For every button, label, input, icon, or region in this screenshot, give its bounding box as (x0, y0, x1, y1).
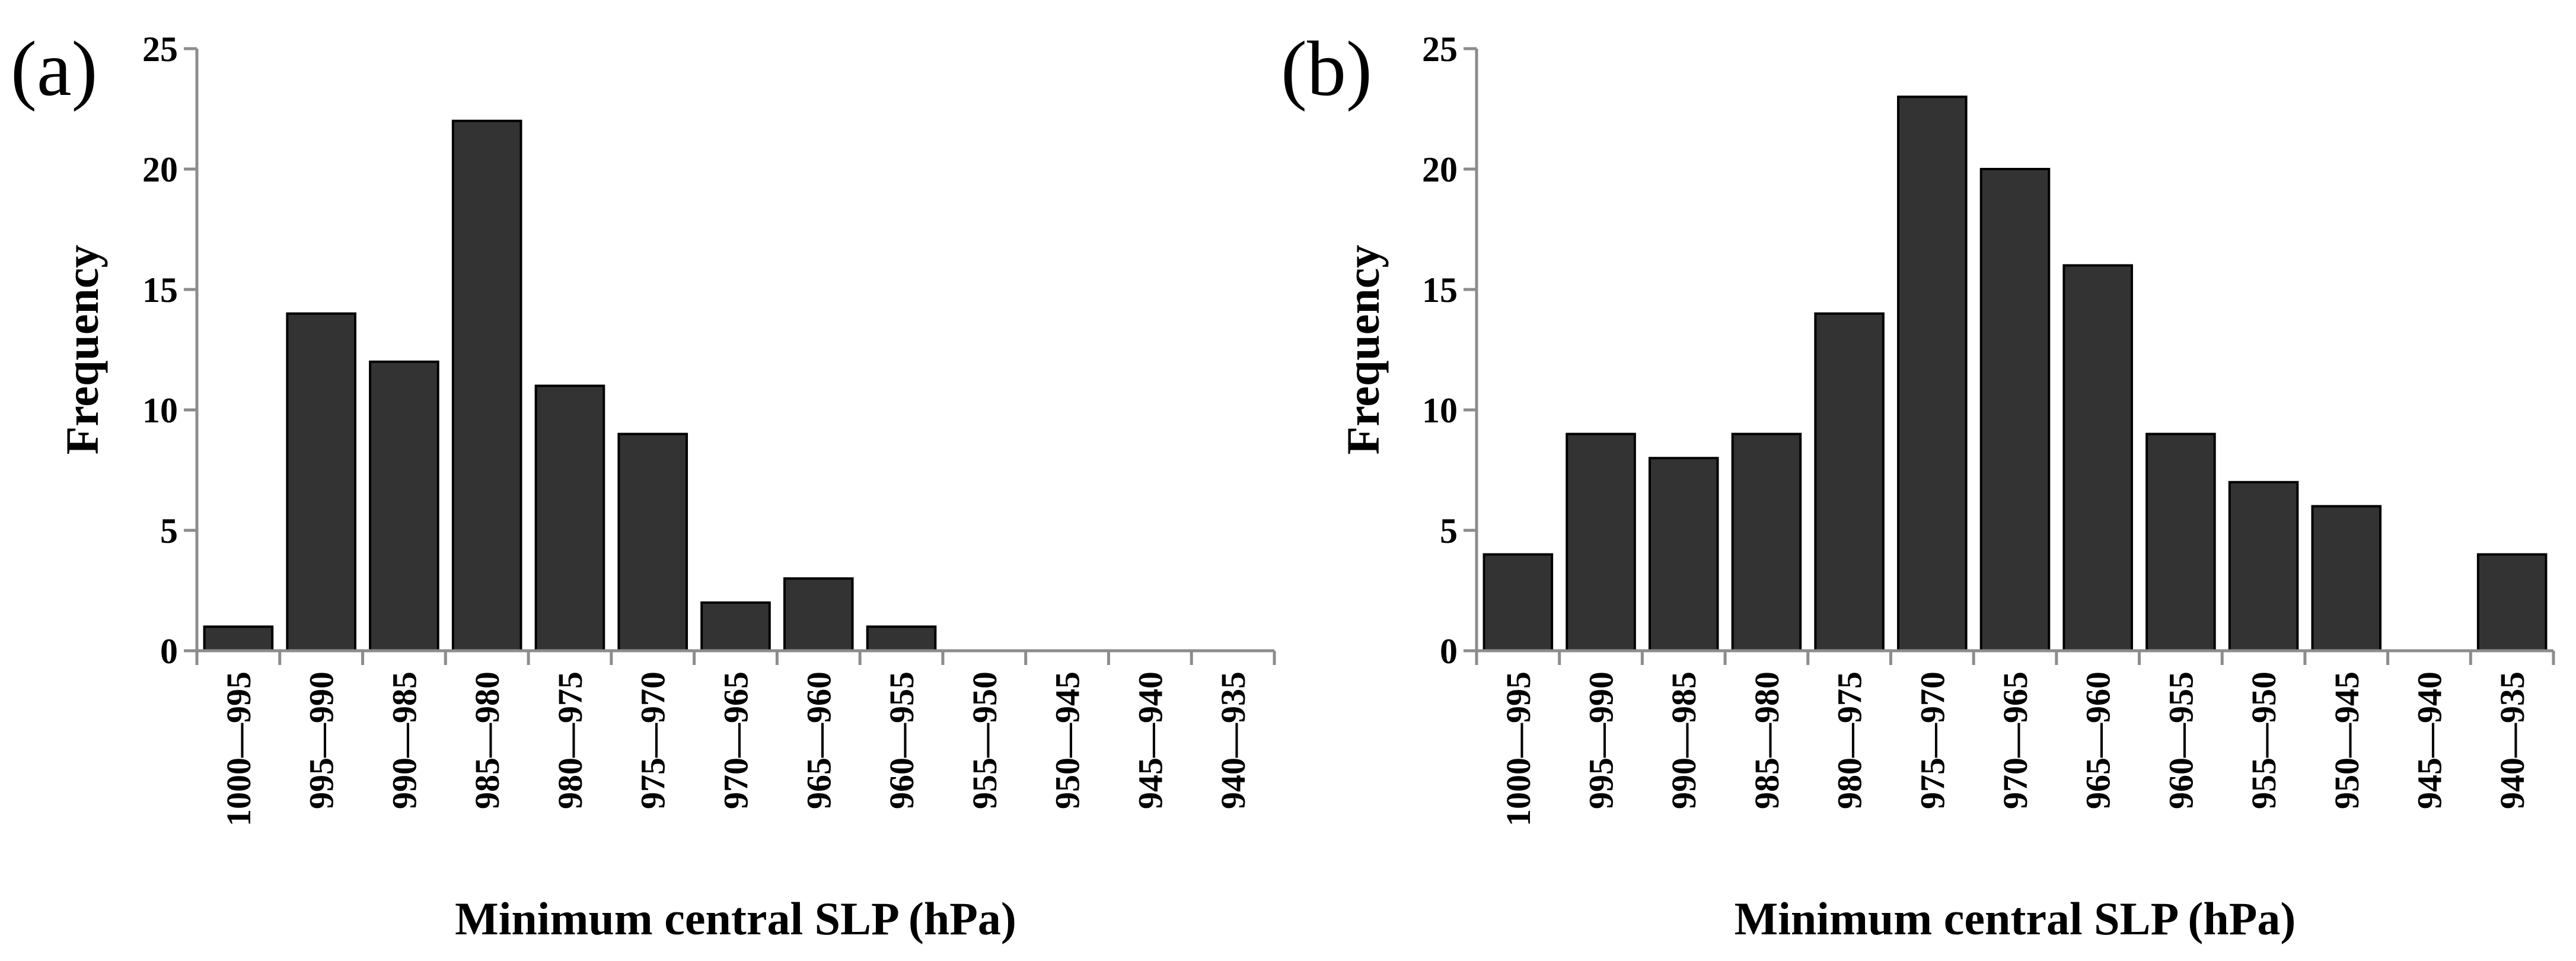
x-tick-label: 970—965 (1996, 672, 2035, 809)
x-tick-label: 980—975 (1831, 672, 1869, 809)
x-tick-label: 985—980 (1748, 672, 1786, 809)
x-tick-label: 995—990 (302, 672, 341, 809)
bar-995—990 (1566, 432, 1636, 652)
panel-a: 0 5 10 15 20 25 1000—995 995—990 990—985 985—980 9… (11, 25, 1276, 944)
bar-955—950 (2228, 480, 2299, 652)
x-tick-label: 985—980 (468, 672, 506, 809)
y-tick-label: 0 (1440, 632, 1458, 671)
bar-965—960 (2062, 264, 2133, 652)
bar-980—975 (1814, 312, 1885, 652)
bar-995—990 (286, 312, 356, 652)
y-tick-label: 0 (160, 632, 178, 671)
bar-970—965 (1979, 168, 2051, 652)
x-tick-label: 960—955 (882, 672, 921, 809)
bar-980—975 (534, 384, 605, 653)
x-tick-label: 950—945 (1048, 672, 1087, 809)
bar-975—970 (1897, 96, 1968, 652)
x-tick-label: 990—985 (385, 672, 423, 809)
x-tick-label: 995—990 (1582, 672, 1621, 809)
y-tick-label: 15 (1422, 271, 1458, 310)
bar-960—955 (2145, 432, 2216, 652)
bar-990—985 (1648, 457, 1719, 652)
panel-b: 0 5 10 15 20 25 1000—995 995—990 990—985 985—980 9… (1281, 25, 2555, 944)
x-tick-label: 975—970 (1913, 672, 1952, 809)
x-tick-label: 960—955 (2161, 672, 2200, 809)
y-axis-title: Frequency (56, 245, 108, 455)
x-tick-label: 940—935 (1214, 672, 1252, 809)
x-tick-label: 980—975 (551, 672, 589, 809)
x-tick-label: 1000—995 (1499, 672, 1538, 826)
x-axis-title: Minimum central SLP (hPa) (1735, 893, 2296, 944)
bar-1000—995 (1483, 553, 1554, 652)
y-tick-label: 25 (1422, 30, 1458, 69)
bar-970—965 (700, 601, 771, 652)
x-tick-label: 965—960 (799, 672, 838, 809)
x-tick-label: 950—945 (2328, 672, 2366, 809)
bar-950—945 (2311, 505, 2382, 653)
bar-940—935 (2476, 553, 2548, 652)
x-tick-label: 970—965 (717, 672, 755, 809)
y-axis-title: Frequency (1337, 245, 1389, 455)
bar-990—985 (369, 360, 439, 652)
bar-975—970 (617, 432, 688, 652)
panel-label: (b) (1281, 25, 1372, 112)
y-tick-label: 5 (1440, 511, 1458, 550)
y-tick-label: 20 (1422, 150, 1458, 189)
bar-960—955 (866, 625, 937, 653)
x-tick-label: 965—960 (2079, 672, 2118, 809)
x-tick-label: 940—935 (2493, 672, 2532, 809)
x-tick-label: 975—970 (634, 672, 672, 809)
bar-1000—995 (203, 625, 274, 653)
x-tick-label: 945—940 (1131, 672, 1169, 809)
y-tick-label: 10 (142, 391, 178, 430)
bar-985—980 (451, 119, 522, 653)
x-tick-label: 1000—995 (219, 672, 258, 826)
bar-965—960 (783, 577, 854, 653)
panel-label: (a) (11, 25, 98, 112)
x-tick-label: 955—950 (2245, 672, 2283, 809)
x-axis-title: Minimum central SLP (hPa) (455, 893, 1016, 944)
x-tick-label: 945—940 (2410, 672, 2449, 809)
x-tick-label: 955—950 (965, 672, 1004, 809)
x-tick-label: 990—985 (1665, 672, 1703, 809)
y-tick-label: 10 (1422, 391, 1458, 430)
bar-985—980 (1731, 432, 1802, 652)
y-tick-label: 15 (142, 271, 178, 310)
y-tick-label: 5 (160, 511, 178, 550)
y-tick-label: 25 (142, 30, 178, 69)
y-tick-label: 20 (142, 150, 178, 189)
